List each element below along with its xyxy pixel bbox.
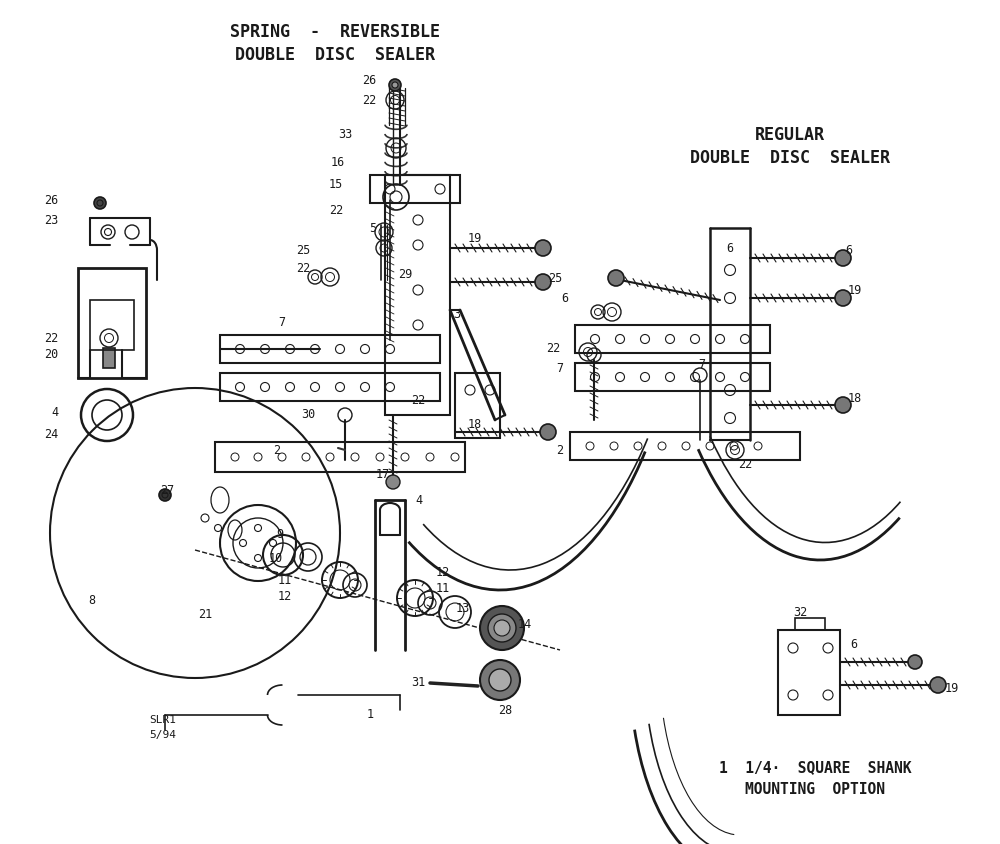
Circle shape (835, 290, 851, 306)
Circle shape (835, 250, 851, 266)
Bar (220, 335, 440, 363)
Text: 2: 2 (273, 443, 280, 457)
Text: 23: 23 (44, 214, 58, 226)
Text: 19: 19 (468, 231, 482, 245)
Text: 27: 27 (160, 484, 174, 496)
Text: 14: 14 (518, 619, 532, 631)
Circle shape (488, 614, 516, 642)
Text: 24: 24 (44, 429, 58, 441)
Bar (215, 442, 465, 472)
Text: REGULAR: REGULAR (755, 126, 825, 144)
Text: SPRING  -  REVERSIBLE: SPRING - REVERSIBLE (230, 23, 440, 41)
Text: SLR1: SLR1 (150, 715, 176, 725)
Text: 1: 1 (366, 708, 374, 722)
Text: 19: 19 (945, 681, 959, 695)
Text: 29: 29 (398, 268, 412, 282)
Text: 15: 15 (329, 178, 343, 192)
Bar (570, 432, 800, 460)
Bar (385, 175, 450, 415)
Circle shape (608, 270, 624, 286)
Text: 18: 18 (848, 392, 862, 404)
Text: DOUBLE  DISC  SEALER: DOUBLE DISC SEALER (235, 46, 435, 64)
Text: 6: 6 (726, 241, 734, 255)
Circle shape (94, 197, 106, 209)
Circle shape (489, 669, 511, 691)
Text: 13: 13 (456, 602, 470, 614)
Text: 31: 31 (411, 677, 425, 690)
Text: 16: 16 (331, 156, 345, 170)
Circle shape (392, 82, 398, 88)
Text: 5/94: 5/94 (150, 730, 176, 740)
Bar (370, 175, 460, 203)
Text: 7: 7 (698, 359, 705, 371)
Text: 17: 17 (376, 468, 390, 481)
Text: 3: 3 (453, 309, 460, 322)
Text: 1  1/4·  SQUARE  SHANK: 1 1/4· SQUARE SHANK (719, 760, 911, 776)
Text: 33: 33 (338, 128, 352, 142)
Text: 19: 19 (848, 284, 862, 296)
Text: 7: 7 (556, 361, 563, 375)
Text: 28: 28 (498, 704, 512, 717)
Text: 11: 11 (436, 582, 450, 594)
Text: DOUBLE  DISC  SEALER: DOUBLE DISC SEALER (690, 149, 890, 167)
Circle shape (480, 606, 524, 650)
Text: 4: 4 (415, 494, 422, 506)
Text: 22: 22 (738, 458, 752, 472)
Text: 26: 26 (44, 193, 58, 207)
Text: 12: 12 (278, 591, 292, 603)
Bar (778, 630, 840, 715)
Text: 11: 11 (278, 574, 292, 587)
Text: 6: 6 (850, 639, 857, 652)
Text: 7: 7 (278, 316, 285, 329)
Bar (455, 373, 500, 438)
Text: 22: 22 (329, 203, 343, 217)
Text: 30: 30 (301, 408, 315, 421)
Circle shape (159, 489, 171, 501)
Circle shape (540, 424, 556, 440)
Text: 22: 22 (362, 94, 376, 106)
Text: 18: 18 (468, 419, 482, 431)
Bar (103, 348, 115, 368)
Text: 12: 12 (436, 566, 450, 580)
Text: 5: 5 (369, 221, 376, 235)
Text: MOUNTING  OPTION: MOUNTING OPTION (745, 782, 885, 798)
Circle shape (386, 475, 400, 489)
Text: 8: 8 (88, 593, 95, 607)
Circle shape (535, 240, 551, 256)
Text: 20: 20 (44, 349, 58, 361)
Circle shape (494, 620, 510, 636)
Text: 32: 32 (793, 607, 807, 619)
Text: 4: 4 (51, 405, 58, 419)
Text: 22: 22 (44, 332, 58, 344)
Bar (90, 300, 134, 350)
Text: 25: 25 (548, 272, 562, 284)
Text: 6: 6 (845, 244, 852, 257)
Circle shape (389, 79, 401, 91)
Circle shape (930, 677, 946, 693)
Bar (795, 618, 825, 630)
Text: 22: 22 (411, 393, 425, 407)
Text: 25: 25 (296, 244, 310, 257)
Bar (575, 363, 770, 391)
Text: 22: 22 (546, 342, 560, 354)
Text: 22: 22 (296, 262, 310, 274)
Circle shape (835, 397, 851, 413)
Text: 6: 6 (561, 291, 568, 305)
Text: 10: 10 (269, 551, 283, 565)
Circle shape (535, 274, 551, 290)
Text: 9: 9 (276, 528, 283, 542)
Text: 2: 2 (556, 443, 563, 457)
Text: 26: 26 (362, 73, 376, 86)
Bar (220, 373, 440, 401)
Circle shape (908, 655, 922, 669)
Bar (575, 325, 770, 353)
Text: 21: 21 (198, 609, 212, 621)
Bar (78, 268, 146, 378)
Circle shape (480, 660, 520, 700)
